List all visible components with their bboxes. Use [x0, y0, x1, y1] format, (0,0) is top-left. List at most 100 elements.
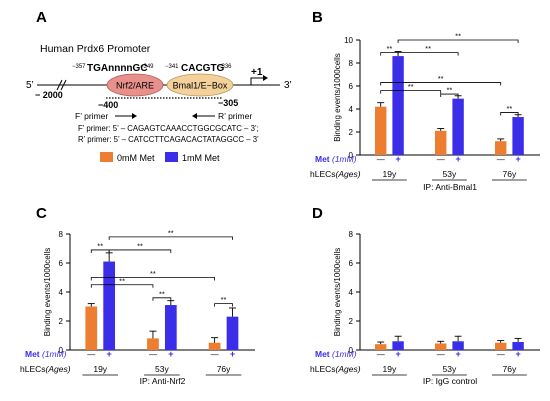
ebox-seq: CACGTG	[181, 63, 225, 74]
panel-c-chart: C 0 2 4 6 8 Binding events/1000cells ** ** ** ** *…	[20, 205, 255, 386]
significance-label: **	[425, 44, 431, 53]
bar-53y-series-1	[164, 305, 177, 350]
bar-19y-series-1	[392, 56, 404, 155]
y-tick-label: 4	[59, 288, 64, 297]
significance-label: **	[119, 276, 125, 285]
five-prime: 5’	[26, 80, 34, 91]
y-tick-label: 10	[344, 36, 353, 45]
met-minus: —	[437, 350, 445, 359]
significance-label: **	[168, 228, 174, 237]
y-tick-label: 8	[349, 59, 354, 68]
three-prime: 3’	[284, 80, 292, 91]
y-tick-label: 8	[59, 230, 64, 239]
bar-76y-series-1	[512, 117, 524, 155]
legend-label-0mm: 0mM Met	[117, 153, 155, 163]
bar-53y-series-1	[452, 341, 464, 350]
y-tick-label: 6	[59, 259, 64, 268]
y-tick-label: 0	[349, 151, 354, 160]
age-category-label: 53y	[155, 364, 169, 374]
met-row-label: Met (1mM)	[315, 154, 357, 164]
met-row-label: Met (1mM)	[315, 349, 357, 359]
bar-76y-series-0	[495, 342, 507, 350]
age-category-label: 53y	[443, 169, 457, 179]
bar-76y-series-1	[226, 316, 239, 350]
f-primer-pos: −400	[98, 100, 118, 110]
y-tick-label: 4	[349, 105, 354, 114]
significance-label: **	[408, 82, 414, 91]
met-minus: —	[149, 350, 157, 359]
bar-53y-series-0	[147, 338, 159, 350]
legend-swatch-0mm	[100, 152, 113, 162]
y-axis-label: Binding events/1000cells	[333, 53, 342, 142]
cells-row-label: hLECs(Ages)	[20, 364, 71, 374]
significance-label: **	[137, 241, 143, 250]
f-primer-label: F’ primer	[75, 111, 108, 121]
met-minus: —	[497, 155, 505, 164]
bar-19y-series-0	[375, 344, 387, 350]
met-minus: —	[87, 350, 95, 359]
panel-d-chart: D 0 2 4 6 8 Binding events/1000cells Met (1mM)…	[310, 205, 540, 386]
age-category-label: 19y	[383, 169, 397, 179]
significance-bracket	[90, 284, 154, 288]
panel-c-letter: C	[36, 205, 47, 222]
met-minus: —	[497, 350, 505, 359]
significance-label: **	[386, 44, 392, 53]
y-tick-label: 2	[349, 317, 354, 326]
met-plus: +	[455, 349, 460, 359]
ebox-pos-right: −336	[218, 64, 232, 70]
met-plus: +	[515, 349, 520, 359]
bmal-ebox-label: Bmal1/E−Box	[173, 81, 228, 91]
met-plus: +	[455, 154, 460, 164]
significance-bracket	[90, 277, 216, 281]
significance-bracket	[397, 52, 459, 56]
significance-label: **	[455, 32, 461, 41]
tss-label: +1	[251, 67, 263, 78]
bar-19y-series-0	[85, 306, 98, 350]
y-tick-label: 6	[349, 82, 354, 91]
ebox-pos-left: −341	[165, 64, 179, 70]
bar-19y-series-1	[103, 261, 116, 350]
tss-arrowhead	[263, 75, 268, 81]
bar-19y-series-0	[375, 106, 387, 155]
bar-53y-series-1	[452, 98, 464, 155]
age-category-label: 53y	[443, 364, 457, 374]
y-tick-label: 0	[349, 346, 354, 355]
legend-label-1mm: 1mM Met	[182, 153, 220, 163]
age-category-label: 76y	[503, 169, 517, 179]
significance-label: **	[446, 86, 452, 95]
significance-label: **	[438, 74, 444, 83]
promoter-title: Human Prdx6 Promoter	[40, 43, 151, 55]
are-pos-right: −349	[140, 64, 154, 70]
significance-label: **	[221, 295, 227, 304]
bar-19y-series-1	[392, 341, 404, 350]
r-primer-label: R’ primer	[218, 111, 252, 121]
met-minus: —	[437, 155, 445, 164]
met-minus: —	[377, 350, 385, 359]
significance-bracket	[440, 93, 459, 98]
are-pos-left: −357	[72, 64, 86, 70]
panel-b-letter: B	[312, 9, 323, 26]
significance-bracket	[397, 39, 519, 43]
y-tick-label: 2	[59, 317, 64, 326]
panel-a: A Human Prdx6 Promoter −357 TGAnnnnGC −3…	[26, 9, 292, 163]
met-plus: +	[395, 154, 400, 164]
met-plus: +	[395, 349, 400, 359]
significance-bracket	[152, 297, 172, 301]
r-primer-sequence: R’ primer: 5’ – CATCCTTCAGACACTATAGGCC –…	[78, 135, 259, 144]
cells-row-label: hLECs(Ages)	[310, 169, 361, 179]
f-primer-arrowhead	[132, 113, 137, 119]
met-plus: +	[107, 349, 112, 359]
significance-bracket	[380, 82, 502, 86]
nrf2-are-site	[106, 73, 164, 97]
significance-bracket	[108, 249, 172, 253]
bmal-ebox-site	[166, 73, 234, 97]
met-plus: +	[230, 349, 235, 359]
y-tick-label: 0	[59, 346, 64, 355]
met-row-label: Met (1mM)	[25, 349, 67, 359]
bar-53y-series-0	[435, 130, 447, 155]
panel-d-letter: D	[312, 205, 323, 222]
significance-label: **	[159, 289, 165, 298]
break-mark-2	[60, 79, 67, 91]
significance-bracket	[214, 303, 233, 307]
